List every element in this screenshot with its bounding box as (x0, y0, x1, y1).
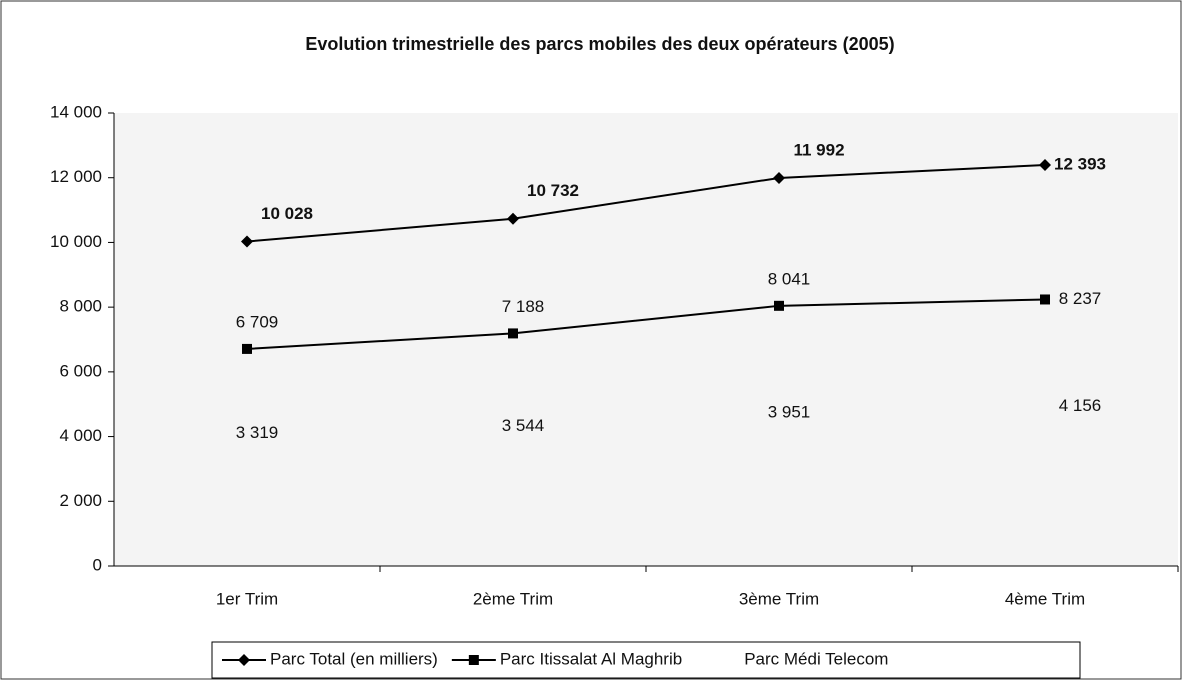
data-label: 7 188 (502, 297, 545, 316)
legend-label: Parc Itissalat Al Maghrib (500, 649, 682, 668)
data-label: 10 732 (527, 181, 579, 200)
data-label: 4 156 (1059, 396, 1102, 415)
data-label: 6 709 (236, 312, 279, 331)
y-tick-label: 12 000 (50, 167, 102, 186)
point (468, 655, 479, 665)
point (238, 654, 250, 666)
chart-title: Evolution trimestrielle des parcs mobile… (305, 34, 894, 54)
series-line (246, 298, 1046, 350)
point (241, 235, 253, 248)
legend-box (211, 641, 1081, 679)
plot-area (114, 113, 1178, 566)
x-tick-label: 1er Trim (216, 589, 278, 608)
data-label: 12 393 (1054, 154, 1106, 173)
data-label: 10 028 (261, 204, 313, 223)
y-tick-label: 0 (93, 555, 102, 574)
y-tick-label: 14 000 (50, 102, 102, 121)
y-tick-label: 4 000 (59, 426, 102, 445)
x-tick-label: 3ème Trim (739, 589, 819, 608)
point (773, 171, 785, 184)
x-tick-label: 4ème Trim (1005, 589, 1085, 608)
point (774, 300, 784, 311)
x-tick-label: 2ème Trim (473, 589, 553, 608)
y-tick-label: 10 000 (50, 232, 102, 251)
legend-label: Parc Total (en milliers) (270, 649, 438, 668)
data-label: 8 041 (768, 269, 811, 288)
point (507, 212, 519, 225)
data-label: 3 319 (236, 423, 279, 442)
y-tick-label: 8 000 (59, 297, 102, 316)
point (508, 328, 518, 339)
point (1040, 294, 1050, 305)
series-line (246, 163, 1046, 243)
point (242, 343, 252, 354)
y-tick-label: 6 000 (59, 361, 102, 380)
data-label: 8 237 (1059, 289, 1102, 308)
point (1039, 158, 1051, 171)
y-tick-label: 2 000 (59, 491, 102, 510)
data-label: 3 544 (502, 416, 545, 435)
data-label: 3 951 (768, 403, 811, 422)
legend-label: Parc Médi Telecom (744, 649, 888, 668)
data-label: 11 992 (793, 140, 844, 159)
